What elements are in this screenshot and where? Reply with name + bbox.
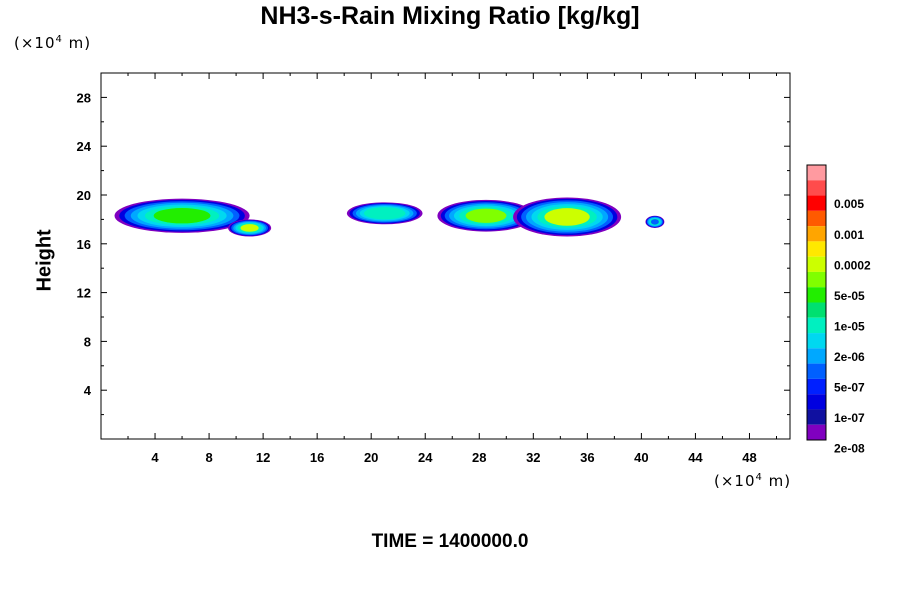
colorbar-label: 5e-07 bbox=[834, 381, 865, 395]
contour-core bbox=[544, 208, 590, 226]
y-tick-label: 8 bbox=[84, 334, 91, 349]
colorbar-swatch bbox=[807, 302, 826, 318]
x-tick-label: 36 bbox=[580, 450, 594, 465]
x-axis: 4 8 12 16 20 24 28 32 36 40 44 48 bbox=[127, 73, 777, 465]
colorbar-label: 5e-05 bbox=[834, 289, 865, 303]
plot-frame bbox=[100, 72, 791, 440]
y-tick-label: 20 bbox=[77, 188, 91, 203]
x-tick-label: 40 bbox=[634, 450, 648, 465]
colorbar-swatch bbox=[807, 317, 826, 334]
colorbar-swatch bbox=[807, 210, 826, 227]
colorbar-swatch bbox=[807, 348, 826, 364]
time-footer: TIME = 1400000.0 bbox=[371, 531, 529, 552]
contour-core bbox=[650, 219, 659, 225]
chart-title: NH3-s-Rain Mixing Ratio [kg/kg] bbox=[260, 2, 640, 30]
colorbar-swatch bbox=[807, 333, 826, 349]
colorbar-label: 1e-05 bbox=[834, 319, 865, 333]
colorbar-swatch bbox=[807, 424, 826, 440]
colorbar-swatch bbox=[807, 195, 826, 211]
x-tick-label: 28 bbox=[472, 450, 486, 465]
colorbar-swatch bbox=[807, 394, 826, 410]
cloud-blob bbox=[645, 215, 665, 228]
colorbar-swatch bbox=[807, 256, 826, 272]
colorbar-swatch bbox=[807, 165, 826, 181]
x-tick-label: 12 bbox=[256, 450, 270, 465]
cloud-blob bbox=[437, 199, 535, 232]
contour-core bbox=[240, 224, 259, 232]
y-axis: 4 8 12 16 20 24 28 bbox=[77, 90, 790, 416]
colorbar-swatch bbox=[807, 180, 826, 196]
cloud-blob bbox=[513, 197, 622, 237]
x-tick-label: 32 bbox=[526, 450, 540, 465]
colorbar-swatch bbox=[807, 241, 826, 257]
colorbar-swatch bbox=[807, 409, 826, 425]
contour-core bbox=[368, 208, 401, 219]
cloud-blob bbox=[346, 202, 423, 225]
x-tick-label: 24 bbox=[418, 450, 433, 465]
colorbar-label: 0.0002 bbox=[834, 258, 871, 272]
x-tick-label: 44 bbox=[688, 450, 703, 465]
y-tick-label: 24 bbox=[77, 139, 92, 154]
x-tick-label: 8 bbox=[205, 450, 212, 465]
colorbar-swatch bbox=[807, 271, 826, 288]
y-tick-label: 28 bbox=[77, 90, 91, 105]
cloud-blob bbox=[227, 219, 272, 237]
colorbar-label: 0.005 bbox=[834, 197, 864, 211]
colorbar-label: 1e-07 bbox=[834, 411, 865, 425]
colorbar-label: 2e-06 bbox=[834, 350, 865, 364]
colorbar-swatch bbox=[807, 287, 826, 303]
cloud-field bbox=[114, 197, 665, 237]
y-tick-label: 4 bbox=[84, 383, 92, 398]
y-tick-label: 16 bbox=[77, 237, 91, 252]
x-axis-unit: (×104 m) bbox=[714, 472, 792, 490]
contour-core bbox=[153, 208, 211, 224]
x-tick-label: 4 bbox=[151, 450, 159, 465]
colorbar-frame bbox=[806, 164, 827, 441]
y-axis-unit: (×104 m) bbox=[14, 34, 92, 52]
colorbar-label: 2e-08 bbox=[834, 442, 865, 456]
contour-core bbox=[465, 208, 507, 223]
x-tick-label: 16 bbox=[310, 450, 324, 465]
colorbar: 0.005 0.001 0.0002 5e-05 1e-05 2e-06 5e-07 1e-0… bbox=[806, 164, 871, 456]
colorbar-swatch bbox=[807, 226, 826, 242]
colorbar-swatch bbox=[807, 363, 826, 379]
colorbar-label: 0.001 bbox=[834, 228, 864, 242]
cloud-blob bbox=[114, 198, 250, 233]
x-tick-label: 48 bbox=[742, 450, 756, 465]
y-tick-label: 12 bbox=[77, 286, 91, 301]
x-tick-label: 20 bbox=[364, 450, 378, 465]
colorbar-swatch bbox=[807, 378, 826, 395]
